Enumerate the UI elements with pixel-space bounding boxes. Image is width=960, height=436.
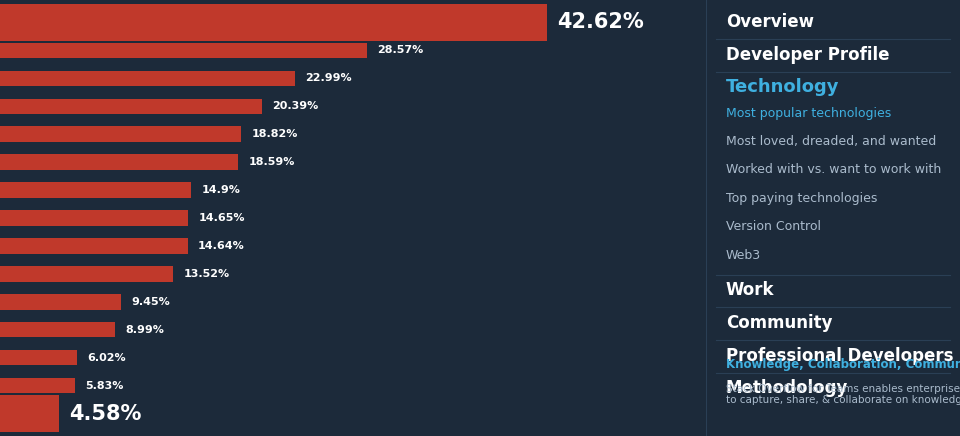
Text: 8.99%: 8.99% bbox=[126, 325, 164, 335]
Text: 28.57%: 28.57% bbox=[376, 45, 423, 55]
Bar bbox=[0, 210, 188, 226]
Text: Work: Work bbox=[726, 281, 775, 299]
Text: 14.65%: 14.65% bbox=[198, 213, 245, 223]
Text: Stack Overflow for Teams enables enterprises
to capture, share, & collaborate on: Stack Overflow for Teams enables enterpr… bbox=[726, 384, 960, 405]
Bar bbox=[0, 378, 75, 393]
Text: Web3: Web3 bbox=[726, 249, 761, 262]
Text: 6.02%: 6.02% bbox=[87, 353, 126, 363]
Text: 14.9%: 14.9% bbox=[202, 185, 240, 195]
Text: 14.64%: 14.64% bbox=[198, 241, 245, 251]
Bar bbox=[0, 99, 261, 114]
Bar bbox=[0, 182, 191, 198]
Text: Most loved, dreaded, and wanted: Most loved, dreaded, and wanted bbox=[726, 135, 936, 148]
Text: Methodology: Methodology bbox=[726, 379, 849, 397]
Text: 20.39%: 20.39% bbox=[272, 101, 318, 111]
Text: 22.99%: 22.99% bbox=[305, 73, 351, 83]
Text: 5.83%: 5.83% bbox=[85, 381, 124, 391]
Text: Developer Profile: Developer Profile bbox=[726, 46, 890, 64]
Text: Community: Community bbox=[726, 314, 832, 332]
Text: 18.82%: 18.82% bbox=[252, 129, 299, 139]
Text: 18.59%: 18.59% bbox=[249, 157, 295, 167]
Text: 13.52%: 13.52% bbox=[183, 269, 229, 279]
Bar bbox=[0, 238, 188, 254]
Text: Top paying technologies: Top paying technologies bbox=[726, 192, 877, 205]
Text: 9.45%: 9.45% bbox=[132, 297, 170, 307]
Bar bbox=[0, 71, 295, 86]
Bar bbox=[0, 395, 59, 432]
Bar bbox=[0, 266, 174, 282]
Text: Overview: Overview bbox=[726, 13, 814, 31]
Text: Worked with vs. want to work with: Worked with vs. want to work with bbox=[726, 164, 941, 177]
Bar bbox=[0, 350, 77, 365]
Bar bbox=[0, 294, 121, 310]
Text: Professional Developers: Professional Developers bbox=[726, 347, 953, 364]
Bar bbox=[0, 154, 238, 170]
Text: Knowledge, Collaboration, Community: Knowledge, Collaboration, Community bbox=[726, 358, 960, 371]
Bar bbox=[0, 4, 547, 41]
Text: Most popular technologies: Most popular technologies bbox=[726, 107, 891, 120]
Bar bbox=[0, 322, 115, 337]
Bar bbox=[0, 126, 242, 142]
Text: 42.62%: 42.62% bbox=[557, 12, 644, 32]
Text: Technology: Technology bbox=[726, 78, 839, 96]
Text: Version Control: Version Control bbox=[726, 220, 821, 233]
Text: 4.58%: 4.58% bbox=[69, 404, 141, 424]
Bar bbox=[0, 43, 367, 58]
